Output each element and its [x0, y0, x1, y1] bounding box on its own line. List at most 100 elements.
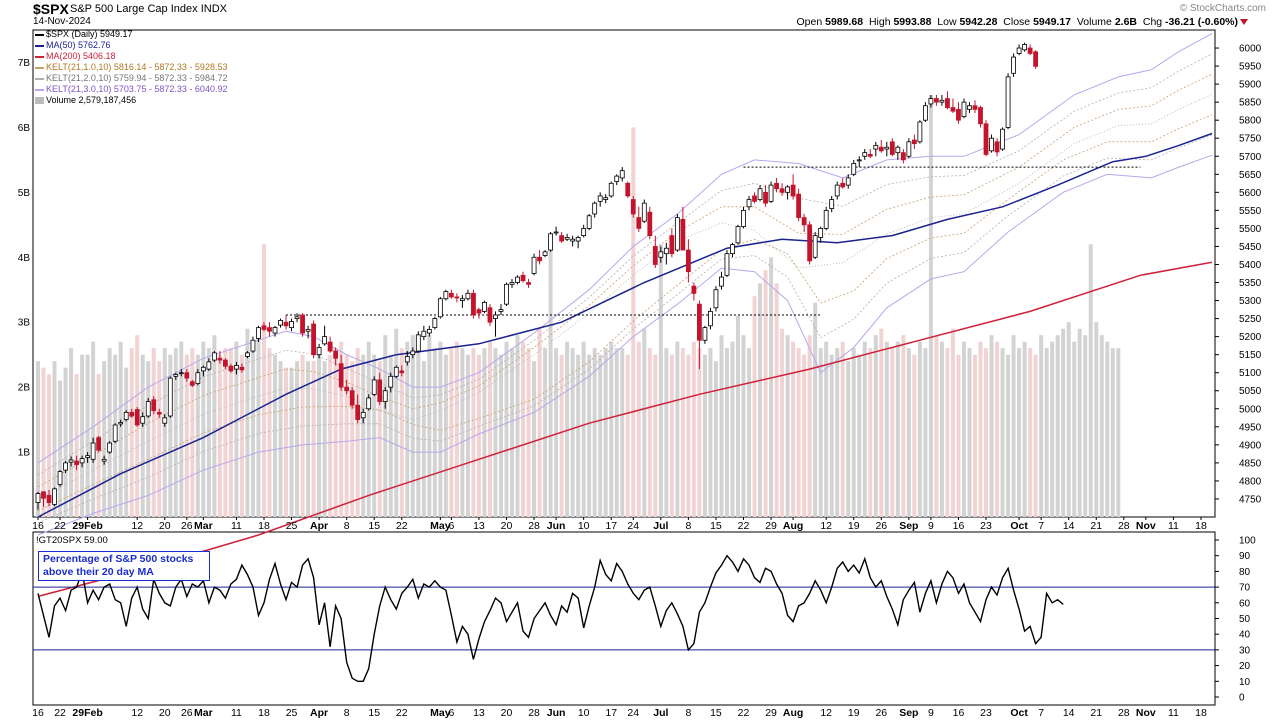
kelt1-upper-line — [37, 73, 1213, 488]
candle-body — [967, 105, 972, 110]
indicator-axis-label: 30 — [1239, 645, 1251, 656]
volume-bar — [614, 348, 619, 517]
volume-bar — [179, 341, 184, 517]
candle — [1011, 53, 1016, 77]
volume-bar — [465, 354, 470, 517]
candle — [702, 325, 708, 344]
price-date-label: Nov — [1136, 520, 1156, 532]
candle-body — [311, 323, 316, 356]
volume-bar — [157, 361, 162, 517]
candle — [101, 455, 107, 465]
candle-body — [399, 370, 405, 374]
volume-bar — [190, 348, 195, 517]
candle-body — [713, 289, 719, 309]
price-date-label: 16 — [32, 520, 44, 532]
candle — [956, 102, 961, 124]
candle — [465, 289, 471, 301]
candle — [162, 414, 168, 427]
candle — [790, 174, 796, 200]
chart-symbol: $SPX — [33, 1, 69, 17]
volume-value: 2.6B — [1114, 16, 1138, 28]
candle — [575, 235, 581, 249]
candle — [652, 235, 658, 269]
candle-body — [779, 188, 785, 193]
volume-bar — [581, 341, 586, 517]
candle — [1033, 50, 1039, 69]
volume-bar — [168, 354, 173, 517]
support-lines — [286, 166, 1141, 316]
candle — [200, 365, 206, 377]
price-axis-label: 5550 — [1239, 206, 1262, 217]
volume-bar — [140, 354, 145, 517]
volume-bar — [923, 348, 928, 517]
candle-body — [140, 416, 146, 424]
volume-bar — [146, 361, 151, 517]
volume-bar — [636, 341, 641, 517]
volume-bar — [498, 354, 503, 517]
indicator-axis-label: 70 — [1239, 583, 1251, 594]
volume-bar — [570, 348, 575, 517]
candle — [63, 461, 68, 473]
volume-bar — [1072, 341, 1077, 517]
volume-bar — [691, 341, 696, 517]
candle-body — [393, 366, 399, 377]
price-axis-label: 4950 — [1239, 422, 1262, 433]
candle-body — [206, 361, 212, 370]
candle-body — [763, 191, 768, 204]
volume-bar — [460, 348, 465, 517]
price-axis-label: 5750 — [1239, 134, 1262, 145]
candle-body — [702, 327, 708, 341]
price-date-label: 18 — [258, 520, 270, 532]
volume-bar — [1006, 354, 1011, 517]
volume-bar — [273, 354, 278, 517]
candle-body — [570, 238, 576, 242]
volume-bar — [802, 354, 807, 517]
price-date-label: 29 — [765, 520, 777, 532]
candle-body — [482, 301, 487, 312]
candle — [945, 91, 950, 110]
volume-bar — [625, 354, 630, 517]
indicator-date-label: 16 — [953, 707, 965, 719]
candle — [393, 365, 399, 379]
indicator-date-label: 16 — [32, 707, 44, 719]
candle-body — [63, 462, 68, 471]
candle-body — [250, 339, 256, 352]
candle — [978, 105, 983, 128]
candle-body — [289, 321, 294, 329]
candle-body — [911, 139, 917, 145]
candle — [471, 289, 476, 319]
price-date-label: 12 — [820, 520, 832, 532]
candle-body — [663, 247, 669, 255]
volume-bar — [840, 341, 845, 517]
candle — [537, 250, 542, 265]
candle — [779, 183, 785, 196]
candle-body — [382, 390, 388, 402]
volume-bar — [432, 348, 437, 517]
candle — [289, 318, 294, 332]
volume-bar — [807, 335, 812, 517]
candle — [476, 307, 482, 319]
candle-body — [437, 298, 443, 318]
candle-body — [504, 283, 509, 305]
price-date-label: 11 — [1168, 520, 1179, 532]
candle-body — [719, 276, 724, 287]
price-axis-label: 5650 — [1239, 170, 1262, 181]
candle-body — [801, 217, 807, 226]
volume-bar — [1110, 348, 1115, 517]
volume-bar — [36, 361, 40, 517]
candle — [889, 138, 895, 157]
candle — [719, 271, 724, 290]
candle — [928, 94, 934, 108]
high-label: High — [868, 16, 891, 28]
candle — [57, 470, 63, 487]
candle — [856, 156, 862, 168]
volume-bar — [85, 354, 90, 517]
candle-body — [349, 390, 355, 406]
candle — [245, 351, 250, 359]
candle — [322, 325, 328, 346]
price-date-label: Mar — [194, 520, 213, 532]
candle-body — [625, 182, 631, 197]
volume-bar — [151, 348, 156, 517]
candle — [333, 347, 339, 366]
